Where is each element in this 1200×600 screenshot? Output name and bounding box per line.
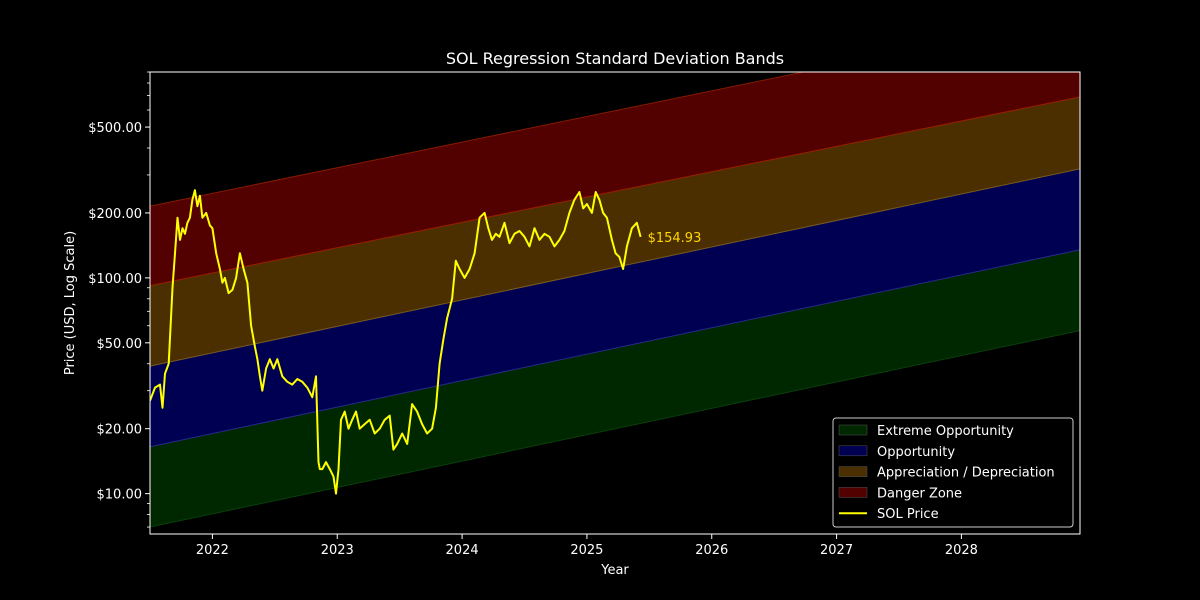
x-axis-label: Year bbox=[600, 563, 629, 578]
y-tick-label: $200.00 bbox=[88, 207, 142, 222]
legend-label: Extreme Opportunity bbox=[877, 424, 1014, 439]
legend-label: Opportunity bbox=[877, 445, 955, 460]
x-tick-label: 2026 bbox=[695, 543, 728, 558]
legend: Extreme Opportunity Opportunity Appreciati… bbox=[832, 417, 1074, 528]
band-3 bbox=[150, 96, 1080, 367]
legend-box bbox=[832, 417, 1074, 528]
series-line-sol-price bbox=[150, 189, 642, 495]
y-tick-label: $10.00 bbox=[97, 488, 143, 503]
y-tick-label: $50.00 bbox=[97, 337, 143, 352]
plot-frame bbox=[149, 71, 1081, 535]
x-tick-label: 2025 bbox=[570, 543, 603, 558]
plot-area: $154.93 bbox=[150, 72, 1080, 528]
legend-label: SOL Price bbox=[877, 507, 939, 522]
x-tick-label: 2027 bbox=[820, 543, 853, 558]
legend-swatch bbox=[838, 424, 868, 436]
band-2 bbox=[150, 168, 1080, 447]
band-boundary-5 bbox=[150, 72, 806, 207]
legend-swatch bbox=[838, 466, 868, 477]
band-boundary-1 bbox=[150, 330, 1080, 528]
x-tick-label: 2028 bbox=[945, 543, 978, 558]
y-tick-label: $100.00 bbox=[88, 272, 142, 287]
band-4 bbox=[150, 72, 1080, 286]
legend-label: Danger Zone bbox=[877, 486, 962, 501]
y-tick-label: $500.00 bbox=[88, 121, 142, 136]
legend-label: Appreciation / Depreciation bbox=[877, 466, 1055, 481]
legend-swatch bbox=[838, 445, 868, 457]
band-boundary-3 bbox=[150, 168, 1080, 367]
x-tick-label: 2023 bbox=[321, 543, 354, 558]
chart-title: SOL Regression Standard Deviation Bands bbox=[446, 49, 784, 68]
x-tick-label: 2024 bbox=[446, 543, 479, 558]
y-axis-label: Price (USD, Log Scale) bbox=[63, 231, 78, 375]
axes: 2022 2023 2024 2025 2026 2027 2028 $10.00 $20.00… bbox=[88, 71, 1081, 558]
band-boundary-4 bbox=[150, 96, 1080, 287]
band-boundary-2 bbox=[150, 249, 1080, 448]
band-1 bbox=[150, 249, 1080, 528]
price-annotation: $154.93 bbox=[648, 231, 702, 246]
x-tick-label: 2022 bbox=[196, 543, 229, 558]
legend-swatch bbox=[838, 487, 868, 498]
y-tick-label: $20.00 bbox=[97, 423, 143, 438]
plot-clipped bbox=[150, 72, 1080, 528]
